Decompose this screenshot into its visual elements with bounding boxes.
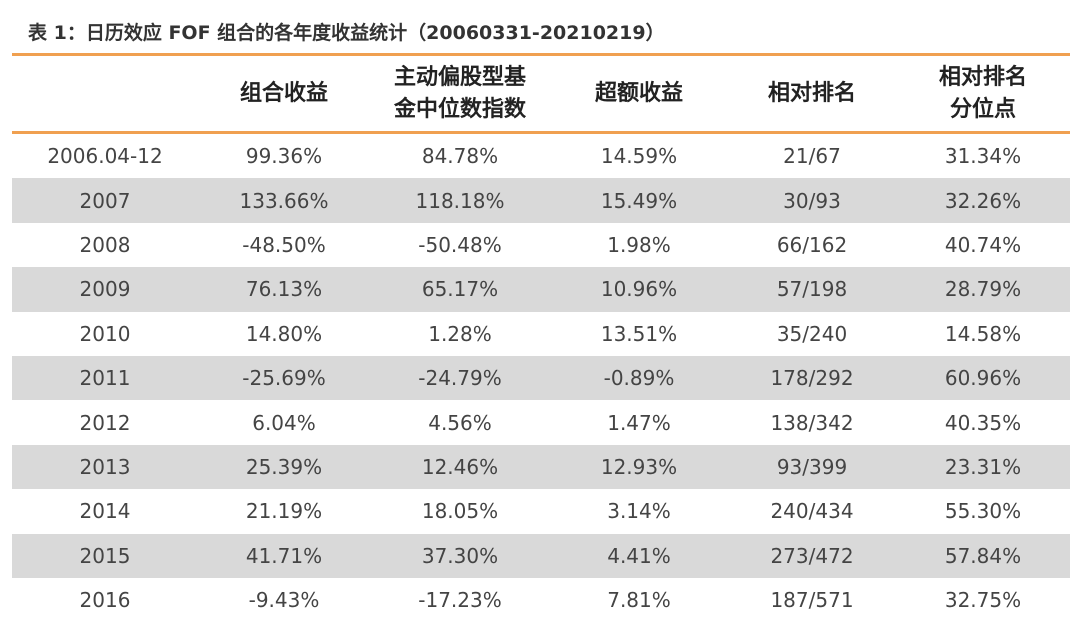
table-header: 组合收益 主动偏股型基 金中位数指数 超额收益 相对排名 相对排名 分位点 <box>12 56 1070 131</box>
cell-period: 2009 <box>79 277 131 302</box>
cell-benchmark-return: 18.05% <box>421 499 499 524</box>
cell-relative-rank: 93/399 <box>776 454 848 479</box>
cell-rank-percentile: 32.75% <box>944 588 1022 613</box>
header-relative-rank: 相对排名 <box>767 80 856 106</box>
cell-relative-rank: 138/342 <box>770 410 854 435</box>
table-row: 2008 -48.50% -50.48% 1.98% 66/162 40.74% <box>12 223 1070 267</box>
header-portfolio-return: 组合收益 <box>239 80 328 106</box>
table-row: 2012 6.04% 4.56% 1.47% 138/342 40.35% <box>12 400 1070 444</box>
cell-portfolio-return: 133.66% <box>239 188 329 213</box>
cell-relative-rank: 57/198 <box>776 277 848 302</box>
cell-benchmark-return: 12.46% <box>421 454 499 479</box>
cell-benchmark-return: 1.28% <box>428 321 492 346</box>
table-row: 2013 25.39% 12.46% 12.93% 93/399 23.31% <box>12 444 1070 490</box>
cell-relative-rank: 35/240 <box>776 321 848 346</box>
cell-excess-return: 13.51% <box>600 321 678 346</box>
cell-period: 2013 <box>79 454 131 479</box>
cell-portfolio-return: 6.04% <box>252 410 316 435</box>
cell-benchmark-return: 84.78% <box>421 144 499 169</box>
cell-excess-return: 1.98% <box>607 232 671 257</box>
cell-benchmark-return: 37.30% <box>421 543 499 568</box>
cell-portfolio-return: -9.43% <box>248 588 320 613</box>
cell-relative-rank: 240/434 <box>770 499 854 524</box>
header-rank-percentile: 相对排名 分位点 <box>896 56 1070 131</box>
table-body: 2006.04-12 99.36% 84.78% 14.59% 21/67 31.34% 2… <box>12 134 1070 622</box>
cell-rank-percentile: 14.58% <box>944 321 1022 346</box>
cell-relative-rank: 21/67 <box>783 144 841 169</box>
cell-rank-percentile: 28.79% <box>944 277 1022 302</box>
cell-period: 2006.04-12 <box>47 144 163 169</box>
cell-portfolio-return: 25.39% <box>245 454 323 479</box>
cell-relative-rank: 187/571 <box>770 588 854 613</box>
header-percentile-line2: 分位点 <box>949 96 1016 122</box>
cell-rank-percentile: 32.26% <box>944 188 1022 213</box>
cell-rank-percentile: 57.84% <box>944 543 1022 568</box>
cell-benchmark-return: 65.17% <box>421 277 499 302</box>
table-row: 2015 41.71% 37.30% 4.41% 273/472 57.84% <box>12 533 1070 578</box>
cell-relative-rank: 66/162 <box>776 232 848 257</box>
cell-relative-rank: 30/93 <box>783 188 841 213</box>
cell-portfolio-return: 76.13% <box>245 277 323 302</box>
header-period <box>12 56 198 131</box>
cell-portfolio-return: 14.80% <box>245 321 323 346</box>
cell-period: 2007 <box>79 188 131 213</box>
cell-excess-return: 7.81% <box>607 588 671 613</box>
cell-excess-return: 3.14% <box>607 499 671 524</box>
cell-portfolio-return: -48.50% <box>242 232 326 257</box>
cell-benchmark-return: -17.23% <box>418 588 502 613</box>
cell-rank-percentile: 55.30% <box>944 499 1022 524</box>
cell-excess-return: -0.89% <box>603 366 675 391</box>
cell-rank-percentile: 60.96% <box>944 366 1022 391</box>
table-row: 2006.04-12 99.36% 84.78% 14.59% 21/67 31.34% <box>12 134 1070 178</box>
table-title: 表 1：日历效应 FOF 组合的各年度收益统计（20060331-2021021… <box>28 22 665 44</box>
cell-benchmark-return: -50.48% <box>418 232 502 257</box>
cell-excess-return: 10.96% <box>600 277 678 302</box>
cell-period: 2015 <box>79 543 131 568</box>
cell-period: 2012 <box>79 410 131 435</box>
cell-excess-return: 14.59% <box>600 144 678 169</box>
header-bottom-rule <box>12 131 1070 134</box>
header-excess-return: 超额收益 <box>594 80 683 106</box>
cell-excess-return: 4.41% <box>607 543 671 568</box>
cell-portfolio-return: 21.19% <box>245 499 323 524</box>
header-benchmark-line2: 金中位数指数 <box>393 96 526 122</box>
table-row: 2016 -9.43% -17.23% 7.81% 187/571 32.75% <box>12 578 1070 622</box>
header-benchmark-line1: 主动偏股型基 <box>393 64 526 90</box>
cell-portfolio-return: 99.36% <box>245 144 323 169</box>
cell-period: 2011 <box>79 366 131 391</box>
table-row: 2009 76.13% 65.17% 10.96% 57/198 28.79% <box>12 267 1070 312</box>
cell-rank-percentile: 23.31% <box>944 454 1022 479</box>
cell-relative-rank: 273/472 <box>770 543 854 568</box>
header-top-rule <box>12 53 1070 56</box>
cell-period: 2014 <box>79 499 131 524</box>
header-percentile-line1: 相对排名 <box>938 64 1027 90</box>
cell-excess-return: 15.49% <box>600 188 678 213</box>
table-row: 2011 -25.69% -24.79% -0.89% 178/292 60.96% <box>12 355 1070 401</box>
cell-portfolio-return: -25.69% <box>242 366 326 391</box>
header-benchmark-index: 主动偏股型基 金中位数指数 <box>370 56 550 131</box>
cell-excess-return: 12.93% <box>600 454 678 479</box>
table-row: 2010 14.80% 1.28% 13.51% 35/240 14.58% <box>12 312 1070 356</box>
cell-rank-percentile: 40.35% <box>944 410 1022 435</box>
table-row: 2007 133.66% 118.18% 15.49% 30/93 32.26% <box>12 178 1070 223</box>
cell-rank-percentile: 31.34% <box>944 144 1022 169</box>
cell-period: 2016 <box>79 588 131 613</box>
cell-benchmark-return: 4.56% <box>428 410 492 435</box>
cell-relative-rank: 178/292 <box>770 366 854 391</box>
cell-benchmark-return: -24.79% <box>418 366 502 391</box>
table-row: 2014 21.19% 18.05% 3.14% 240/434 55.30% <box>12 489 1070 533</box>
cell-portfolio-return: 41.71% <box>245 543 323 568</box>
cell-benchmark-return: 118.18% <box>415 188 505 213</box>
cell-period: 2008 <box>79 232 131 257</box>
cell-excess-return: 1.47% <box>607 410 671 435</box>
cell-rank-percentile: 40.74% <box>944 232 1022 257</box>
cell-period: 2010 <box>79 321 131 346</box>
